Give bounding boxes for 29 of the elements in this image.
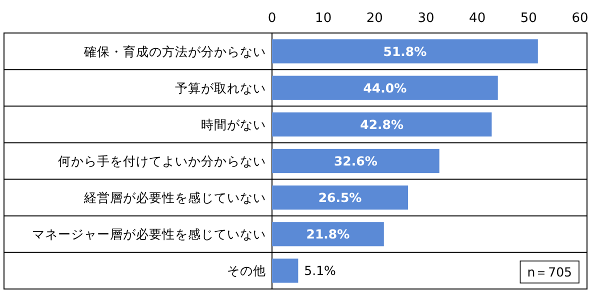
y-tick-label: 確保・育成の方法が分からない [83,44,266,59]
x-tick-label: 60 [572,11,588,26]
bar [272,222,384,246]
x-tick-label: 20 [366,11,383,26]
bar [272,76,498,100]
bar [272,39,538,64]
y-tick-label: 時間がない [201,116,266,132]
data-label: 42.8% [360,116,404,132]
y-tick-label: その他 [227,263,266,278]
data-label: 21.8% [306,226,350,242]
data-label: 51.8% [383,44,428,59]
x-tick-label: 0 [268,11,276,26]
annotation: n＝705 [527,264,572,280]
data-label: 32.6% [334,154,378,168]
y-tick-label: マネージャー層が必要性を感じていない [32,226,266,242]
data-label: 44.0% [363,80,408,96]
y-tick-label: 何から手を付けてよいか分からない [58,154,266,168]
bar [272,112,492,136]
x-tick-label: 10 [315,11,332,26]
bar [272,258,298,283]
x-tick-label: 40 [469,11,486,26]
x-tick-label: 30 [418,11,434,26]
y-tick-label: 経営層が必要性を感じていない [83,190,266,206]
data-label: 26.5% [318,190,362,206]
bar [272,186,408,210]
bar [272,148,440,174]
x-tick-label: 50 [520,11,537,26]
y-tick-label: 予算が取れない [175,80,266,96]
data-label: 5.1% [304,263,336,278]
